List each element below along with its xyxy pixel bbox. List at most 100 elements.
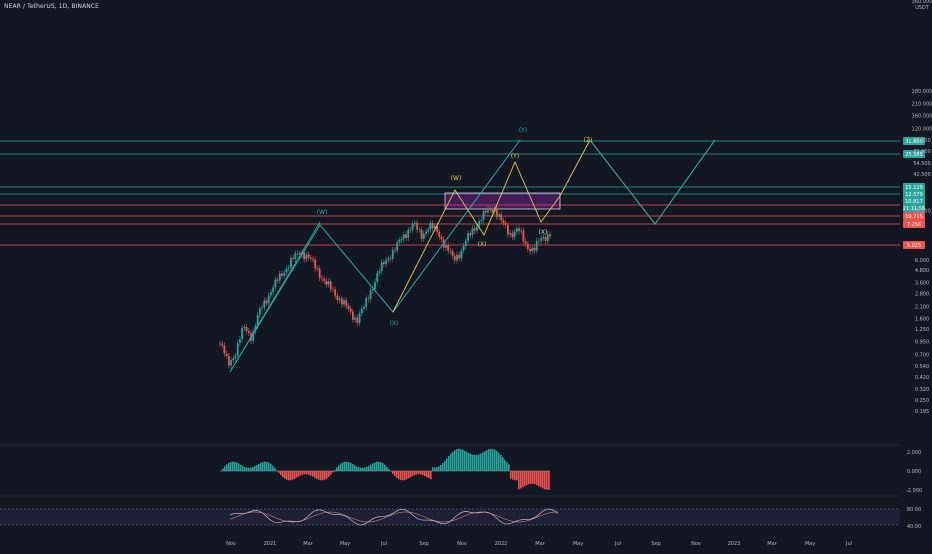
oscillator-bar [298,471,300,476]
candle-body [370,290,372,299]
oscillator-bar [306,471,308,474]
candle-body [474,228,476,230]
oscillator-bar [254,466,256,471]
candle-body [367,298,369,299]
candle-body [542,237,544,238]
candle-body [336,296,338,300]
oscillator-bar [388,469,390,471]
candle-body [403,234,405,239]
price-tick-label: 54.500 [913,161,931,167]
candle-body [363,307,365,309]
oscillator-bar [536,471,538,485]
channel-line [230,222,320,372]
oscillator-bar [342,462,344,471]
candle-body [549,234,551,236]
candle-body [348,306,350,309]
oscillator-bar [438,466,440,471]
candle-body [224,345,226,353]
oscillator-bar [366,467,368,471]
time-tick-label: May [573,541,583,547]
oscillator-bar [368,466,370,471]
candle-body [354,318,356,320]
oscillator-bar [310,471,312,476]
oscillator-bar [392,471,394,474]
candle-body [390,258,392,259]
oscillator-bar [266,462,268,471]
oscillator-bar [236,463,238,471]
price-tick-label: 6.000 [915,258,929,264]
oscillator-bar [444,461,446,471]
oscillator-bar [468,453,470,471]
candle-body [297,253,299,254]
oscillator-bar [424,471,426,476]
oscillator-bar [324,471,326,480]
oscillator-bar [430,471,432,479]
candle-body [305,255,307,260]
candle-body [235,356,237,358]
wave-label: (Z) [584,137,593,144]
oscillator-bar [514,471,516,480]
candle-body [498,214,500,216]
candle-body [447,245,449,251]
oscillator-bar [524,471,526,486]
candle-body [505,223,507,225]
candle-body [341,299,343,305]
oscillator-bar [382,463,384,471]
oscillator-bar [240,465,242,471]
candle-body [226,354,228,356]
time-tick-label: Sep [651,541,660,547]
oscillator-bar [394,471,396,476]
oscillator-bar [520,471,522,488]
candle-body [414,223,416,224]
price-tick-label: 4.800 [915,268,929,274]
time-tick-label: Nov [691,541,701,547]
candle-body [536,241,538,251]
candle-body [507,225,509,234]
oscillator-bar [506,462,508,471]
oscillator-bar [300,471,302,475]
oscillator-bar [442,463,444,471]
oscillator-bar [398,471,400,479]
candle-body [427,229,429,231]
candle-body [525,241,527,244]
price-tick-label: 0.420 [915,375,929,381]
candle-body [449,251,451,252]
price-tick-label: 120.000 [912,126,932,132]
candle-body [221,344,223,346]
oscillator-bar [260,463,262,471]
candle-body [379,271,381,273]
candle-body [232,358,234,360]
oscillator-bar [432,467,434,471]
time-tick-label: 2022 [495,541,508,547]
candle-body [308,255,310,258]
candle-body [243,327,245,328]
price-level-label: 10.715 [905,214,923,220]
candle-body [381,262,383,271]
candle-body [385,260,387,264]
rsi-band [0,509,900,525]
oscillator-bar [258,464,260,471]
oscillator-bar [474,455,476,471]
oscillator-bar [454,450,456,471]
candle-body [312,259,314,260]
candle-body [248,331,250,333]
price-tick-label: 0.320 [915,387,929,393]
candle-body [396,242,398,250]
oscillator-bar [294,471,296,479]
candle-body [416,223,418,230]
oscillator-bar [546,471,548,490]
oscillator-bar [314,471,316,478]
wave-label: (X) [478,241,487,248]
candle-body [230,360,232,365]
oscillator-bar [338,465,340,471]
candle-body [323,279,325,281]
oscillator-bar [490,449,492,471]
candle-body [292,258,294,259]
candle-body [405,234,407,238]
candle-body [465,241,467,246]
time-tick-label: Jul [845,541,852,547]
candle-body [511,233,513,237]
oscillator-bar [288,471,290,480]
